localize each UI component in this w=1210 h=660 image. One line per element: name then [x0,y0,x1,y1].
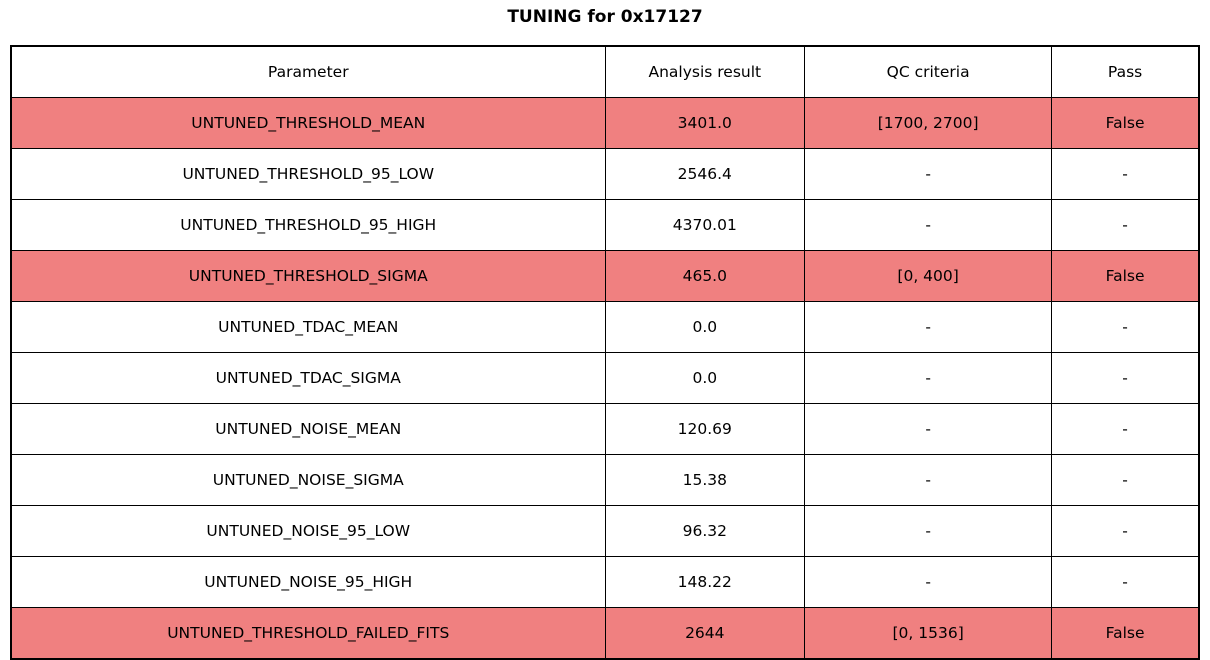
cell-pass: - [1051,301,1200,353]
cell-pass: False [1051,97,1200,149]
table-row: UNTUNED_THRESHOLD_SIGMA 465.0 [0, 400] F… [10,250,1200,302]
cell-qc-criteria: - [804,199,1053,251]
table-body: UNTUNED_THRESHOLD_MEAN 3401.0 [1700, 270… [10,97,1200,660]
cell-analysis-result: 2644 [604,607,806,660]
cell-qc-criteria: - [804,301,1053,353]
cell-pass: - [1051,454,1200,506]
cell-parameter: UNTUNED_TDAC_SIGMA [10,352,606,404]
cell-pass: - [1051,352,1200,404]
col-header-analysis-result: Analysis result [604,45,806,98]
cell-analysis-result: 148.22 [604,556,806,608]
cell-qc-criteria: - [804,148,1053,200]
cell-parameter: UNTUNED_NOISE_MEAN [10,403,606,455]
cell-qc-criteria: - [804,454,1053,506]
cell-analysis-result: 3401.0 [604,97,806,149]
cell-qc-criteria: - [804,556,1053,608]
cell-analysis-result: 0.0 [604,352,806,404]
cell-parameter: UNTUNED_THRESHOLD_FAILED_FITS [10,607,606,660]
col-header-qc-criteria: QC criteria [804,45,1053,98]
table-row: UNTUNED_THRESHOLD_MEAN 3401.0 [1700, 270… [10,97,1200,149]
cell-parameter: UNTUNED_THRESHOLD_95_LOW [10,148,606,200]
cell-qc-criteria: - [804,505,1053,557]
col-header-pass: Pass [1051,45,1200,98]
cell-parameter: UNTUNED_THRESHOLD_95_HIGH [10,199,606,251]
cell-qc-criteria: [0, 1536] [804,607,1053,660]
cell-pass: False [1051,607,1200,660]
qc-results-table: Parameter Analysis result QC criteria Pa… [10,45,1200,660]
table-row: UNTUNED_NOISE_MEAN 120.69 - - [10,403,1200,455]
table-row: UNTUNED_THRESHOLD_95_LOW 2546.4 - - [10,148,1200,200]
cell-qc-criteria: [1700, 2700] [804,97,1053,149]
table-row: UNTUNED_NOISE_95_HIGH 148.22 - - [10,556,1200,608]
cell-qc-criteria: [0, 400] [804,250,1053,302]
cell-parameter: UNTUNED_NOISE_95_HIGH [10,556,606,608]
cell-qc-criteria: - [804,352,1053,404]
header-row: Parameter Analysis result QC criteria Pa… [10,45,1200,98]
table-row: UNTUNED_THRESHOLD_FAILED_FITS 2644 [0, 1… [10,607,1200,660]
col-header-parameter: Parameter [10,45,606,98]
cell-parameter: UNTUNED_TDAC_MEAN [10,301,606,353]
cell-analysis-result: 120.69 [604,403,806,455]
cell-parameter: UNTUNED_THRESHOLD_MEAN [10,97,606,149]
cell-pass: - [1051,403,1200,455]
chart-title: TUNING for 0x17127 [507,7,703,27]
cell-analysis-result: 0.0 [604,301,806,353]
table-row: UNTUNED_THRESHOLD_95_HIGH 4370.01 - - [10,199,1200,251]
cell-pass: - [1051,556,1200,608]
cell-analysis-result: 465.0 [604,250,806,302]
cell-qc-criteria: - [804,403,1053,455]
cell-pass: - [1051,505,1200,557]
cell-pass: False [1051,250,1200,302]
cell-pass: - [1051,199,1200,251]
cell-parameter: UNTUNED_NOISE_95_LOW [10,505,606,557]
cell-parameter: UNTUNED_THRESHOLD_SIGMA [10,250,606,302]
cell-analysis-result: 4370.01 [604,199,806,251]
cell-analysis-result: 15.38 [604,454,806,506]
table-row: UNTUNED_TDAC_SIGMA 0.0 - - [10,352,1200,404]
table-row: UNTUNED_TDAC_MEAN 0.0 - - [10,301,1200,353]
cell-analysis-result: 2546.4 [604,148,806,200]
table-row: UNTUNED_NOISE_SIGMA 15.38 - - [10,454,1200,506]
cell-analysis-result: 96.32 [604,505,806,557]
cell-parameter: UNTUNED_NOISE_SIGMA [10,454,606,506]
cell-pass: - [1051,148,1200,200]
table-row: UNTUNED_NOISE_95_LOW 96.32 - - [10,505,1200,557]
